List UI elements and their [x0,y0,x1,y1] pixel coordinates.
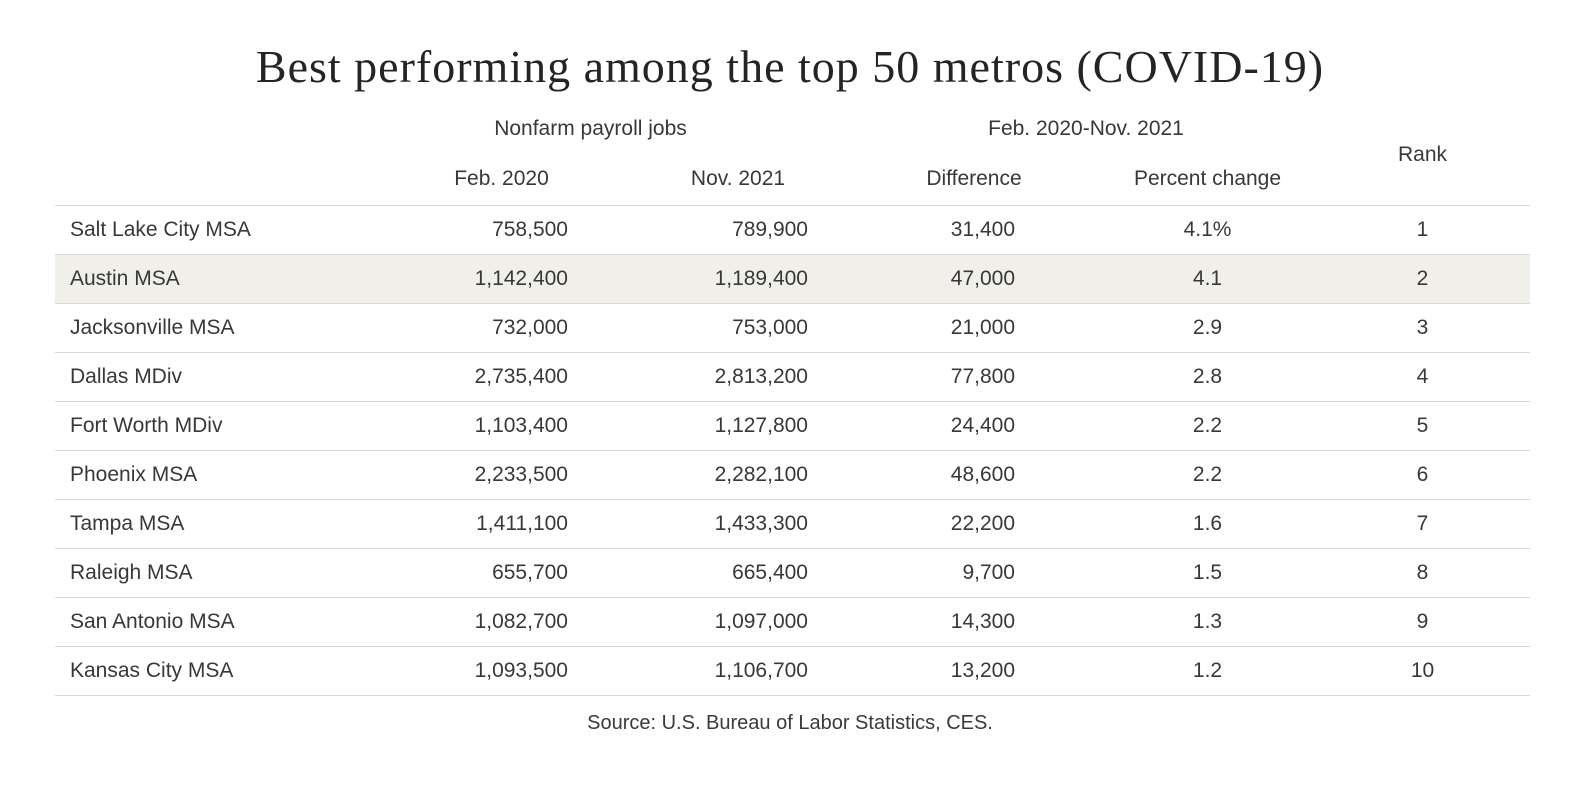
column-header-feb-2020: Feb. 2020 [454,167,549,190]
table-row: San Antonio MSA 1,082,700 1,097,000 14,300 1… [55,597,1530,647]
cell-nov-2021-jobs: 665,400 [732,561,808,584]
cell-percent-change: 1.3 [1192,610,1223,633]
cell-percent-change: 1.6 [1192,512,1223,535]
filler-cell [1460,500,1530,549]
filler-cell [1460,647,1530,696]
cell-feb-2020-jobs: 758,500 [492,218,568,241]
cell-nov-2021-jobs: 789,900 [732,218,808,241]
column-header-rank: Rank [1397,143,1448,166]
filler-cell [1460,304,1530,353]
filler-cell [1460,598,1530,647]
cell-nov-2021-jobs: 1,189,400 [714,267,808,290]
cell-rank: 10 [1410,659,1435,682]
cell-feb-2020-jobs: 1,142,400 [474,267,568,290]
table-header: Nonfarm payroll jobs Feb. 2020-Nov. 2021… [55,105,1530,206]
cell-nov-2021-jobs: 2,813,200 [714,365,808,388]
cell-rank: 9 [1416,610,1429,633]
column-header-percent-change: Percent change [1133,167,1282,190]
cell-nov-2021-jobs: 1,127,800 [714,414,808,437]
cell-nov-2021-jobs: 2,282,100 [714,463,808,486]
table-row: Kansas City MSA 1,093,500 1,106,700 13,200 1… [55,646,1530,696]
cell-rank: 4 [1416,365,1429,388]
cell-difference: 22,200 [950,512,1015,535]
cell-rank: 7 [1416,512,1429,535]
column-header-spacer [55,153,420,206]
cell-difference: 47,000 [950,267,1015,290]
page-title: Best performing among the top 50 metros … [255,41,1325,92]
cell-difference: 24,400 [950,414,1015,437]
cell-feb-2020-jobs: 1,411,100 [476,512,568,535]
cell-nov-2021-jobs: 1,433,300 [714,512,808,535]
table-row: Dallas MDiv 2,735,400 2,813,200 77,800 2.8 4 [55,352,1530,402]
cell-feb-2020-jobs: 2,735,400 [474,365,568,388]
column-header-nov-2021: Nov. 2021 [690,167,786,190]
filler-header-cell [1460,105,1530,206]
table-row: Jacksonville MSA 732,000 753,000 21,000 2.9 3 [55,303,1530,353]
cell-metro-name: Kansas City MSA [70,659,234,682]
cell-difference: 21,000 [950,316,1015,339]
group-header-feb2020-nov2021: Feb. 2020-Nov. 2021 [988,117,1184,140]
filler-cell [1460,549,1530,598]
cell-metro-name: Jacksonville MSA [70,316,235,339]
filler-cell [1460,206,1530,255]
table-row: Austin MSA 1,142,400 1,189,400 47,000 4.1 2 [55,254,1530,304]
group-header-row: Nonfarm payroll jobs Feb. 2020-Nov. 2021… [55,105,1530,166]
table-row: Raleigh MSA 655,700 665,400 9,700 1.5 8 [55,548,1530,598]
column-header-difference: Difference [926,167,1022,190]
cell-feb-2020-jobs: 655,700 [492,561,568,584]
filler-cell [1460,353,1530,402]
cell-metro-name: Fort Worth MDiv [70,414,223,437]
cell-feb-2020-jobs: 1,103,400 [474,414,568,437]
group-header-nonfarm-payroll-jobs: Nonfarm payroll jobs [494,117,687,140]
cell-rank: 1 [1416,218,1429,241]
filler-cell [1460,255,1530,304]
cell-feb-2020-jobs: 2,233,500 [474,463,568,486]
cell-difference: 77,800 [950,365,1015,388]
group-header-spacer [55,105,420,153]
column-header-row: Feb. 2020 Nov. 2021 Difference Percent c… [55,153,1530,206]
cell-metro-name: Raleigh MSA [70,561,193,584]
table-row: Salt Lake City MSA 758,500 789,900 31,400 4.… [55,205,1530,255]
cell-nov-2021-jobs: 1,097,000 [714,610,808,633]
cell-difference: 48,600 [950,463,1015,486]
table-row: Tampa MSA 1,411,100 1,433,300 22,200 1.6 7 [55,499,1530,549]
cell-difference: 31,400 [950,218,1015,241]
cell-nov-2021-jobs: 1,106,700 [714,659,808,682]
cell-feb-2020-jobs: 1,093,500 [474,659,568,682]
cell-rank: 6 [1416,463,1429,486]
cell-difference: 13,200 [950,659,1015,682]
cell-difference: 14,300 [950,610,1015,633]
cell-percent-change: 1.2 [1192,659,1223,682]
cell-percent-change: 1.5 [1192,561,1223,584]
cell-difference: 9,700 [962,561,1015,584]
cell-nov-2021-jobs: 753,000 [732,316,808,339]
cell-metro-name: Salt Lake City MSA [70,218,251,241]
cell-metro-name: Tampa MSA [70,512,185,535]
table-row: Phoenix MSA 2,233,500 2,282,100 48,600 2.2 6 [55,450,1530,500]
cell-percent-change: 4.1% [1183,218,1232,241]
cell-percent-change: 2.2 [1192,463,1223,486]
cell-rank: 8 [1416,561,1429,584]
filler-cell [1460,451,1530,500]
cell-rank: 5 [1416,414,1429,437]
cell-feb-2020-jobs: 732,000 [492,316,568,339]
table-row: Fort Worth MDiv 1,103,400 1,127,800 24,400 2… [55,401,1530,451]
cell-percent-change: 2.8 [1192,365,1223,388]
metro-performance-table: Nonfarm payroll jobs Feb. 2020-Nov. 2021… [55,105,1530,696]
cell-metro-name: San Antonio MSA [70,610,235,633]
cell-rank: 2 [1416,267,1429,290]
cell-metro-name: Phoenix MSA [70,463,198,486]
table-body: Salt Lake City MSA 758,500 789,900 31,400 4.… [55,205,1530,696]
cell-percent-change: 2.9 [1192,316,1223,339]
cell-percent-change: 4.1 [1192,267,1223,290]
filler-cell [1460,402,1530,451]
source-note: Source: U.S. Bureau of Labor Statistics,… [587,712,993,734]
cell-metro-name: Austin MSA [70,267,180,290]
cell-feb-2020-jobs: 1,082,700 [474,610,568,633]
cell-metro-name: Dallas MDiv [70,365,183,388]
cell-rank: 3 [1416,316,1429,339]
cell-percent-change: 2.2 [1192,414,1223,437]
